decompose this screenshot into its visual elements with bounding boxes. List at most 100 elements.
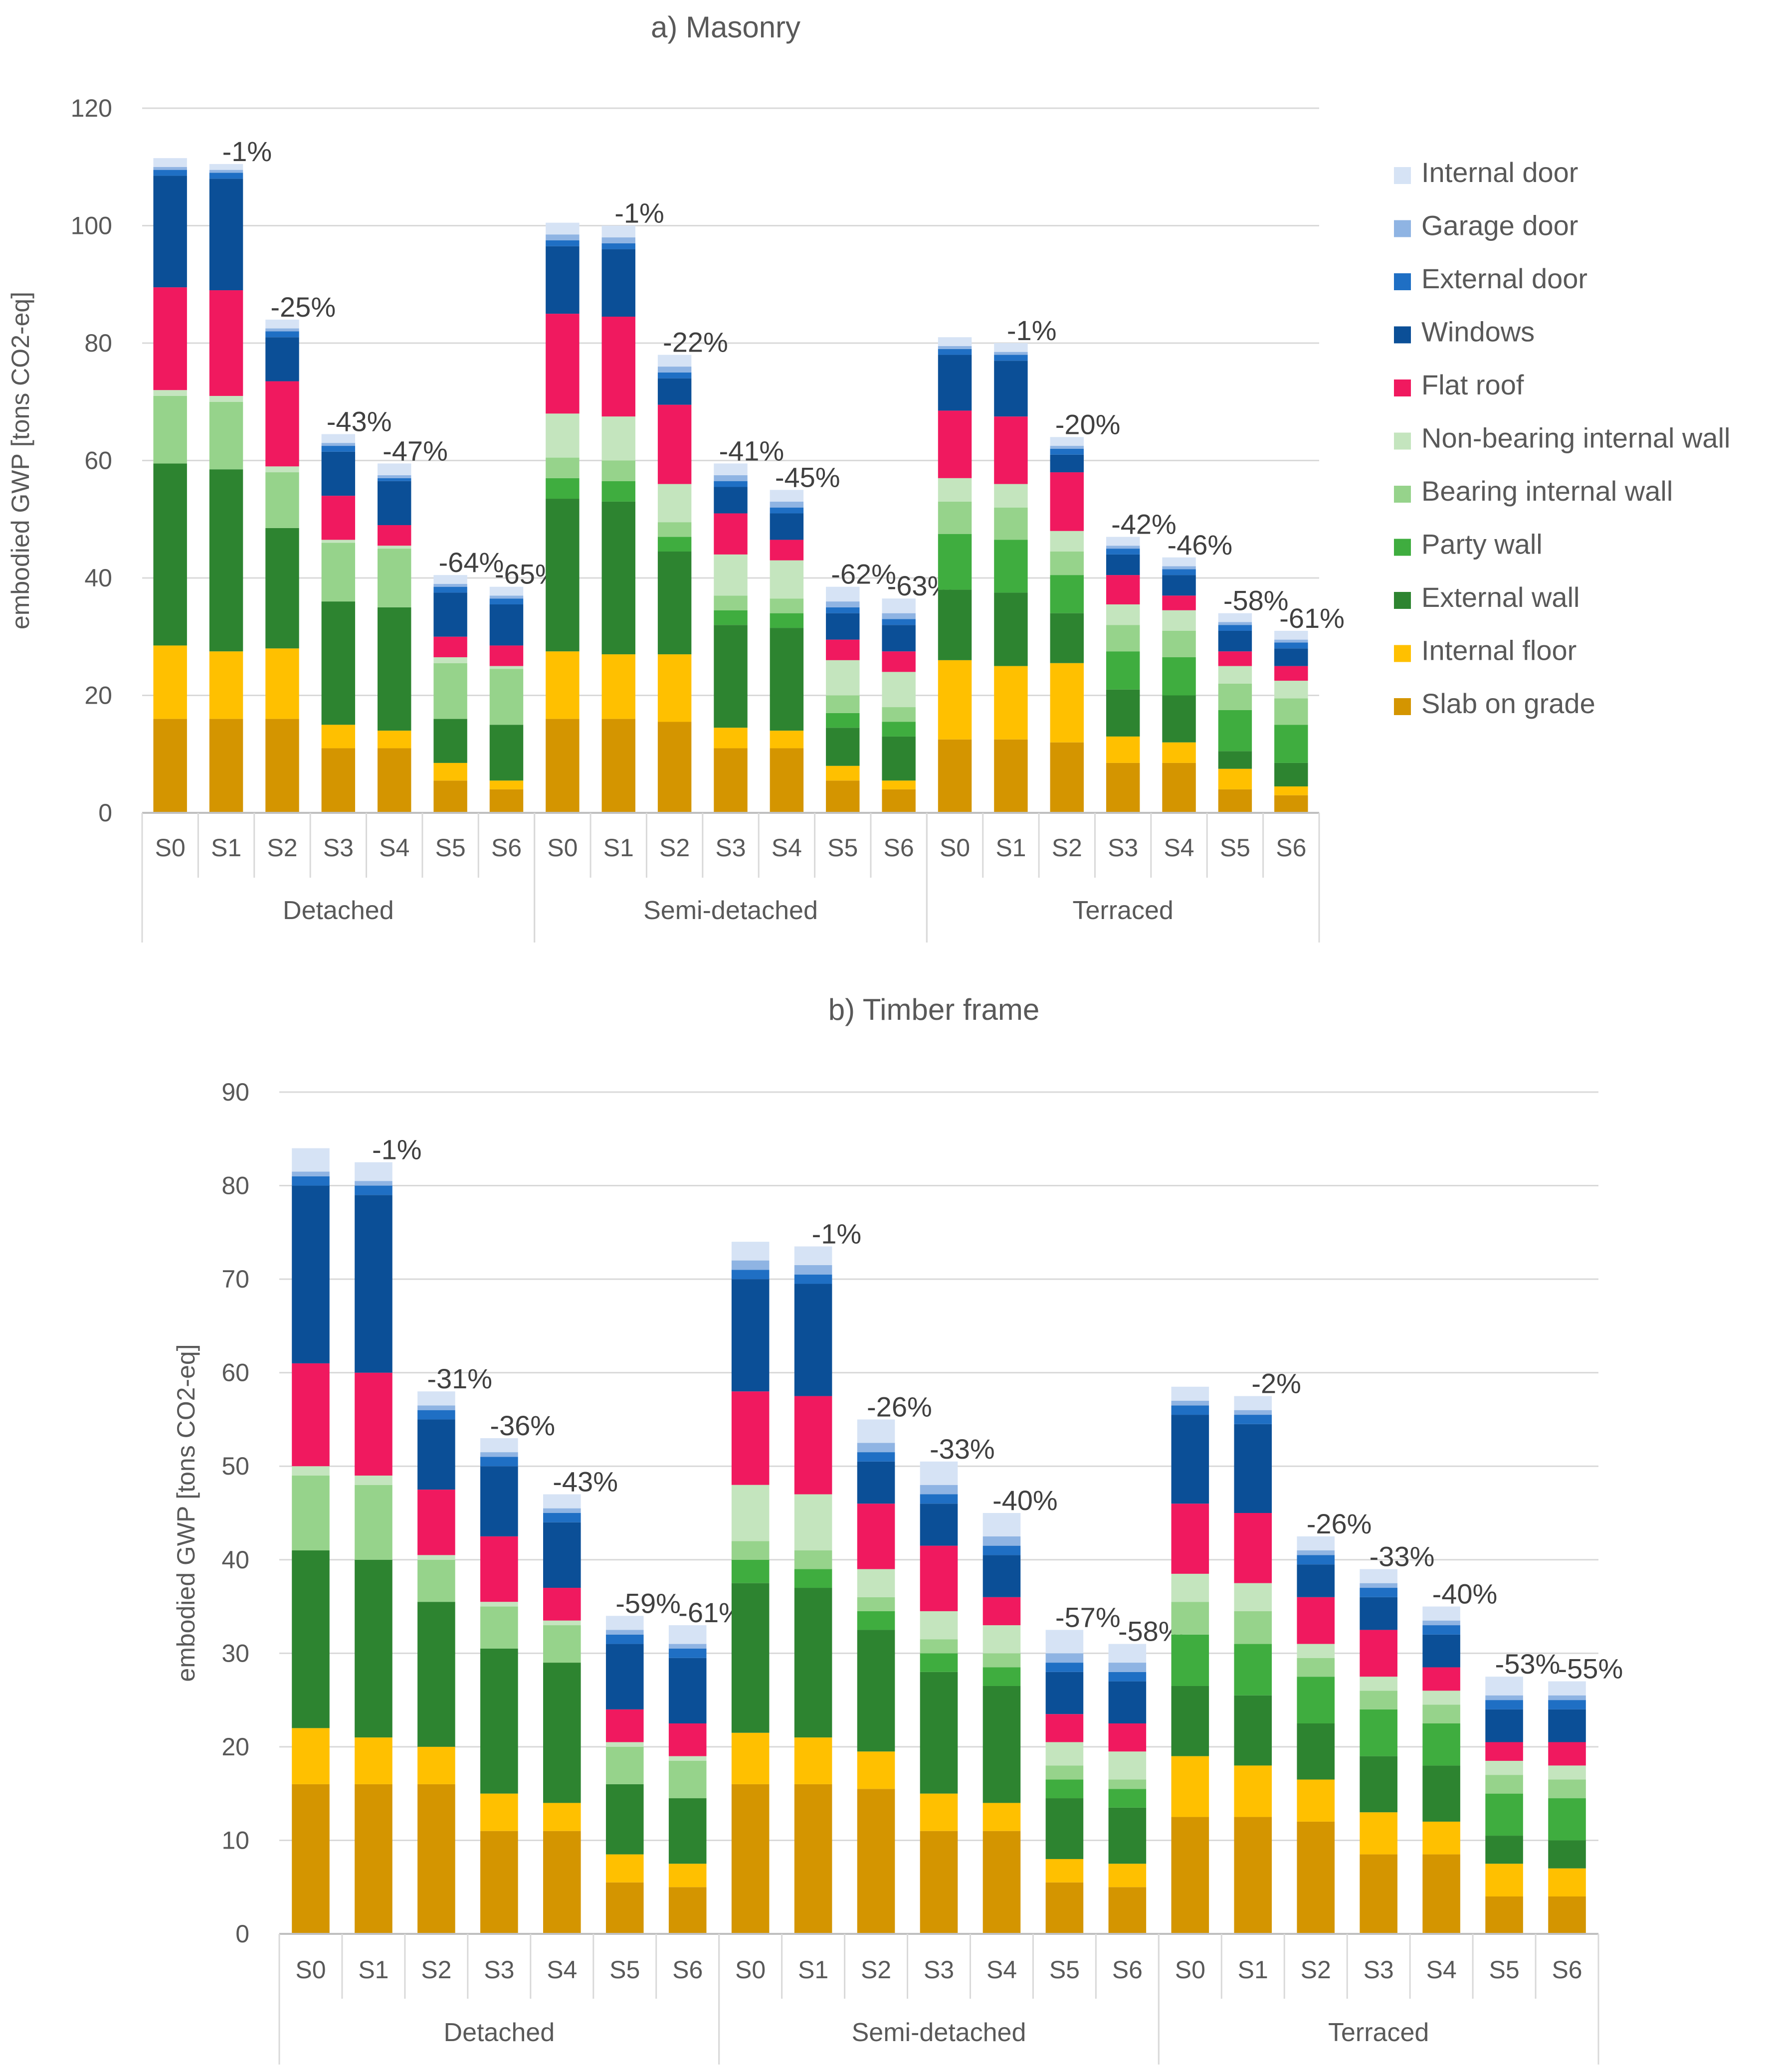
bar-segment-flat-roof xyxy=(546,314,580,414)
bar-segment-garage-door xyxy=(994,352,1028,355)
bar-segment-internal-door xyxy=(657,355,692,367)
bar-segment-internal-floor xyxy=(770,731,804,749)
bar-segment-slab-on-grade xyxy=(994,739,1028,813)
reduction-label: -53% xyxy=(1495,1648,1561,1680)
bar-segment-bearing-internal-wall xyxy=(1548,1779,1586,1799)
bar-segment-internal-door xyxy=(601,225,635,238)
bar-segment-flat-roof xyxy=(292,1363,330,1467)
x-category-label: S0 xyxy=(1175,1956,1205,1984)
bar-segment-slab-on-grade xyxy=(657,722,692,813)
bar-segment-flat-roof xyxy=(601,317,635,417)
bar-segment-bearing-internal-wall xyxy=(378,549,411,607)
bar-segment-external-wall xyxy=(1108,1807,1147,1864)
bar-segment-internal-floor xyxy=(1045,1859,1084,1883)
bar-segment-windows xyxy=(794,1284,832,1396)
bar-segment-garage-door xyxy=(1422,1620,1460,1626)
bar-segment-windows xyxy=(321,451,356,496)
bar-segment-garage-door xyxy=(983,1536,1021,1546)
bar-segment-windows xyxy=(1106,554,1140,575)
reduction-label: -61% xyxy=(1279,602,1345,634)
bar-segment-non-bearing-internal-wall xyxy=(731,1485,770,1541)
bar-segment-slab-on-grade xyxy=(731,1784,770,1934)
x-group-label: Detached xyxy=(444,2018,555,2047)
bar-segment-flat-roof xyxy=(209,290,243,396)
bar-segment-internal-door xyxy=(1050,437,1084,446)
bar-segment-party-wall xyxy=(1548,1798,1586,1841)
bar-segment-internal-door xyxy=(994,343,1028,352)
bar-segment-bearing-internal-wall xyxy=(1171,1602,1209,1635)
y-axis-title: embodied GWP [tons CO2-eq] xyxy=(6,292,34,629)
bar-segment-windows xyxy=(668,1658,707,1723)
bar-segment-external-wall xyxy=(882,736,916,781)
bar-segment-internal-door xyxy=(882,598,916,613)
bar-segment-internal-door xyxy=(543,1494,581,1508)
x-category-label: S2 xyxy=(659,834,690,862)
chart-title: b) Timber frame xyxy=(828,993,1039,1026)
bar-segment-external-wall xyxy=(1485,1836,1523,1864)
bar-segment-non-bearing-internal-wall xyxy=(1548,1765,1586,1780)
bar-segment-non-bearing-internal-wall xyxy=(292,1466,330,1476)
bar-segment-external-door xyxy=(1050,448,1084,455)
bar-segment-external-door xyxy=(1045,1663,1084,1672)
bar-segment-party-wall xyxy=(1108,1789,1147,1808)
bar-segment-flat-roof xyxy=(1045,1714,1084,1742)
bar-segment-bearing-internal-wall xyxy=(1218,683,1252,710)
bar-segment-non-bearing-internal-wall xyxy=(546,413,580,458)
bar-segment-bearing-internal-wall xyxy=(1360,1691,1397,1709)
bar-segment-windows xyxy=(546,246,580,314)
x-category-label: S6 xyxy=(1112,1956,1143,1984)
bar-segment-internal-floor xyxy=(292,1728,330,1784)
x-category-label: S6 xyxy=(672,1956,703,1984)
bar-segment-windows xyxy=(543,1522,581,1588)
bar-segment-external-door xyxy=(605,1634,644,1644)
x-category-label: S6 xyxy=(1276,834,1306,862)
bar-segment-external-wall xyxy=(770,628,804,731)
bar-segment-garage-door xyxy=(920,1485,958,1495)
bar-segment-internal-door xyxy=(826,586,860,602)
bar-segment-flat-roof xyxy=(153,287,187,390)
y-tick-label: 20 xyxy=(84,682,112,710)
y-tick-label: 0 xyxy=(235,1920,249,1948)
bar-segment-external-door xyxy=(292,1176,330,1186)
bar-segment-garage-door xyxy=(1162,566,1196,569)
bar-segment-party-wall xyxy=(1162,657,1196,696)
bar-segment-party-wall xyxy=(994,540,1028,593)
bar-segment-internal-door xyxy=(153,158,187,167)
bar-segment-slab-on-grade xyxy=(265,719,299,813)
bar-segment-non-bearing-internal-wall xyxy=(714,554,748,596)
bar-segment-internal-door xyxy=(1360,1569,1397,1583)
bar-segment-party-wall xyxy=(601,481,635,502)
reduction-label: -25% xyxy=(270,291,336,323)
bar-segment-flat-roof xyxy=(882,651,916,672)
x-category-label: S4 xyxy=(1426,1956,1457,1984)
y-tick-label: 70 xyxy=(221,1265,249,1293)
bar-segment-slab-on-grade xyxy=(433,780,467,813)
bar-segment-internal-door xyxy=(920,1461,958,1485)
legend-label: Slab on grade xyxy=(1421,688,1595,719)
bar-segment-internal-door xyxy=(321,434,356,443)
bar-segment-garage-door xyxy=(731,1260,770,1270)
bar-segment-external-wall xyxy=(209,469,243,652)
bar-segment-internal-floor xyxy=(731,1732,770,1784)
bar-segment-external-wall xyxy=(543,1663,581,1803)
bar-segment-flat-roof xyxy=(938,410,972,478)
bar-segment-slab-on-grade xyxy=(983,1831,1021,1934)
x-category-label: S2 xyxy=(861,1956,891,1984)
bar-segment-party-wall xyxy=(1234,1644,1272,1695)
bar-segment-slab-on-grade xyxy=(1548,1896,1586,1934)
bar-segment-flat-roof xyxy=(668,1723,707,1756)
bar-segment-party-wall xyxy=(657,537,692,552)
bar-segment-bearing-internal-wall xyxy=(714,595,748,610)
bar-segment-internal-door xyxy=(489,586,524,596)
bar-segment-non-bearing-internal-wall xyxy=(1108,1751,1147,1780)
y-tick-label: 40 xyxy=(84,564,112,592)
bar-segment-garage-door xyxy=(1485,1695,1523,1700)
bar-segment-slab-on-grade xyxy=(546,719,580,813)
bar-segment-internal-door xyxy=(1162,557,1196,566)
bar-segment-party-wall xyxy=(983,1667,1021,1686)
x-category-label: S0 xyxy=(547,834,578,862)
bar-segment-windows xyxy=(480,1466,518,1536)
bar-segment-non-bearing-internal-wall xyxy=(1234,1583,1272,1611)
bar-segment-windows xyxy=(714,487,748,514)
